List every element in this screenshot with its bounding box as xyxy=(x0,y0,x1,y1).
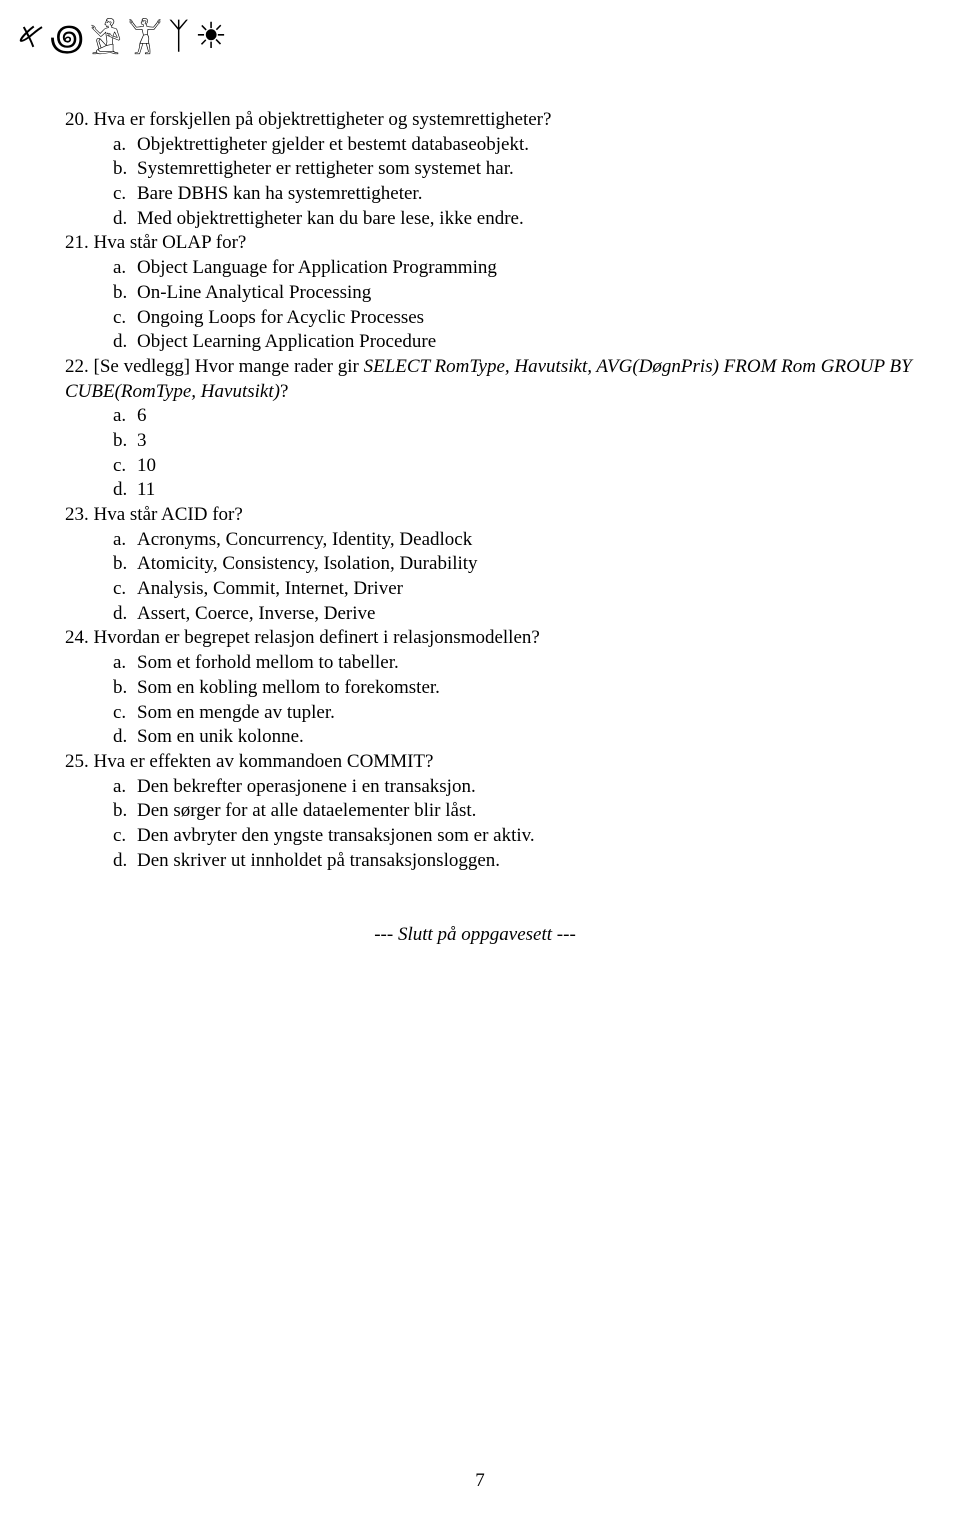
option-label: a. xyxy=(113,651,137,676)
option-label: b. xyxy=(113,676,137,701)
option-text: Den bekrefter operasjonene i en transaks… xyxy=(137,776,476,797)
option-25-b: b.Den sørger for at alle dataelementer b… xyxy=(65,799,960,824)
glyph-5: ᛉ xyxy=(168,15,190,57)
option-24-a: a.Som et forhold mellom to tabeller. xyxy=(65,651,960,676)
question-text-suffix: ? xyxy=(280,381,288,402)
option-label: b. xyxy=(113,281,137,306)
option-text: 3 xyxy=(137,430,147,451)
option-text: Den sørger for at alle dataelementer bli… xyxy=(137,800,476,821)
option-text: Object Language for Application Programm… xyxy=(137,257,497,278)
option-text: Bare DBHS kan ha systemrettigheter. xyxy=(137,183,422,204)
option-21-d: d.Object Learning Application Procedure xyxy=(65,330,960,355)
option-label: d. xyxy=(113,725,137,750)
option-label: d. xyxy=(113,478,137,503)
option-text: Som et forhold mellom to tabeller. xyxy=(137,652,399,673)
option-22-d: d.11 xyxy=(65,478,960,503)
option-23-b: b.Atomicity, Consistency, Isolation, Dur… xyxy=(65,552,960,577)
option-text: Object Learning Application Procedure xyxy=(137,331,436,352)
option-21-a: a.Object Language for Application Progra… xyxy=(65,256,960,281)
option-label: b. xyxy=(113,157,137,182)
glyph-3: 𓀀 xyxy=(90,6,122,66)
option-text: Med objektrettigheter kan du bare lese, … xyxy=(137,208,524,229)
glyph-6: ☀ xyxy=(195,15,227,57)
option-23-c: c.Analysis, Commit, Internet, Driver xyxy=(65,577,960,602)
option-text: Systemrettigheter er rettigheter som sys… xyxy=(137,158,514,179)
option-label: c. xyxy=(113,306,137,331)
option-label: c. xyxy=(113,701,137,726)
option-21-b: b.On-Line Analytical Processing xyxy=(65,281,960,306)
option-text: Som en mengde av tupler. xyxy=(137,702,335,723)
glyph-1: 𐤀 xyxy=(18,15,45,58)
option-20-d: d.Med objektrettigheter kan du bare lese… xyxy=(65,207,960,232)
option-text: Som en kobling mellom to forekomster. xyxy=(137,677,440,698)
option-label: b. xyxy=(113,799,137,824)
option-text: Assert, Coerce, Inverse, Derive xyxy=(137,603,375,624)
option-text: Den skriver ut innholdet på transaksjons… xyxy=(137,850,500,871)
header-glyphs: 𐤀 ꩜ 𓀀 𓀠 ᛉ ☀ xyxy=(15,10,230,62)
option-label: d. xyxy=(113,330,137,355)
option-21-c: c.Ongoing Loops for Acyclic Processes xyxy=(65,306,960,331)
option-label: a. xyxy=(113,133,137,158)
option-23-a: a.Acronyms, Concurrency, Identity, Deadl… xyxy=(65,528,960,553)
option-text: 6 xyxy=(137,405,147,426)
option-label: b. xyxy=(113,429,137,454)
option-text: Analysis, Commit, Internet, Driver xyxy=(137,578,403,599)
option-24-c: c.Som en mengde av tupler. xyxy=(65,701,960,726)
option-25-a: a.Den bekrefter operasjonene i en transa… xyxy=(65,775,960,800)
option-text: Acronyms, Concurrency, Identity, Deadloc… xyxy=(137,529,472,550)
option-20-b: b.Systemrettigheter er rettigheter som s… xyxy=(65,157,960,182)
option-label: c. xyxy=(113,182,137,207)
option-20-a: a.Objektrettigheter gjelder et bestemt d… xyxy=(65,133,960,158)
option-text: On-Line Analytical Processing xyxy=(137,282,371,303)
option-text: Ongoing Loops for Acyclic Processes xyxy=(137,307,424,328)
option-25-c: c.Den avbryter den yngste transaksjonen … xyxy=(65,824,960,849)
document-content: 20. Hva er forskjellen på objektrettighe… xyxy=(65,108,960,948)
option-label: c. xyxy=(113,454,137,479)
option-label: c. xyxy=(113,577,137,602)
option-text: 11 xyxy=(137,479,155,500)
option-label: d. xyxy=(113,602,137,627)
question-22: 22. [Se vedlegg] Hvor mange rader gir SE… xyxy=(65,355,960,404)
option-label: a. xyxy=(113,404,137,429)
option-20-c: c.Bare DBHS kan ha systemrettigheter. xyxy=(65,182,960,207)
question-text-prefix: 22. [Se vedlegg] Hvor mange rader gir xyxy=(65,356,364,377)
option-label: b. xyxy=(113,552,137,577)
option-label: a. xyxy=(113,256,137,281)
question-24: 24. Hvordan er begrepet relasjon definer… xyxy=(65,626,960,651)
option-label: d. xyxy=(113,207,137,232)
option-text: Atomicity, Consistency, Isolation, Durab… xyxy=(137,553,478,574)
question-23: 23. Hva står ACID for? xyxy=(65,503,960,528)
option-text: Objektrettigheter gjelder et bestemt dat… xyxy=(137,134,529,155)
option-text: Den avbryter den yngste transaksjonen so… xyxy=(137,825,535,846)
page-number: 7 xyxy=(0,1470,960,1492)
question-20: 20. Hva er forskjellen på objektrettighe… xyxy=(65,108,960,133)
option-22-b: b.3 xyxy=(65,429,960,454)
option-label: c. xyxy=(113,824,137,849)
option-22-c: c.10 xyxy=(65,454,960,479)
option-text: 10 xyxy=(137,455,156,476)
footer-text: --- Slutt på oppgavesett --- xyxy=(65,923,885,948)
option-25-d: d.Den skriver ut innholdet på transaksjo… xyxy=(65,849,960,874)
option-label: a. xyxy=(113,775,137,800)
question-25: 25. Hva er effekten av kommandoen COMMIT… xyxy=(65,750,960,775)
option-22-a: a.6 xyxy=(65,404,960,429)
glyph-4: 𓀠 xyxy=(127,6,162,66)
option-label: d. xyxy=(113,849,137,874)
option-23-d: d.Assert, Coerce, Inverse, Derive xyxy=(65,602,960,627)
option-label: a. xyxy=(113,528,137,553)
question-21: 21. Hva står OLAP for? xyxy=(65,231,960,256)
option-24-d: d.Som en unik kolonne. xyxy=(65,725,960,750)
option-text: Som en unik kolonne. xyxy=(137,726,304,747)
glyph-2: ꩜ xyxy=(50,10,84,63)
option-24-b: b.Som en kobling mellom to forekomster. xyxy=(65,676,960,701)
